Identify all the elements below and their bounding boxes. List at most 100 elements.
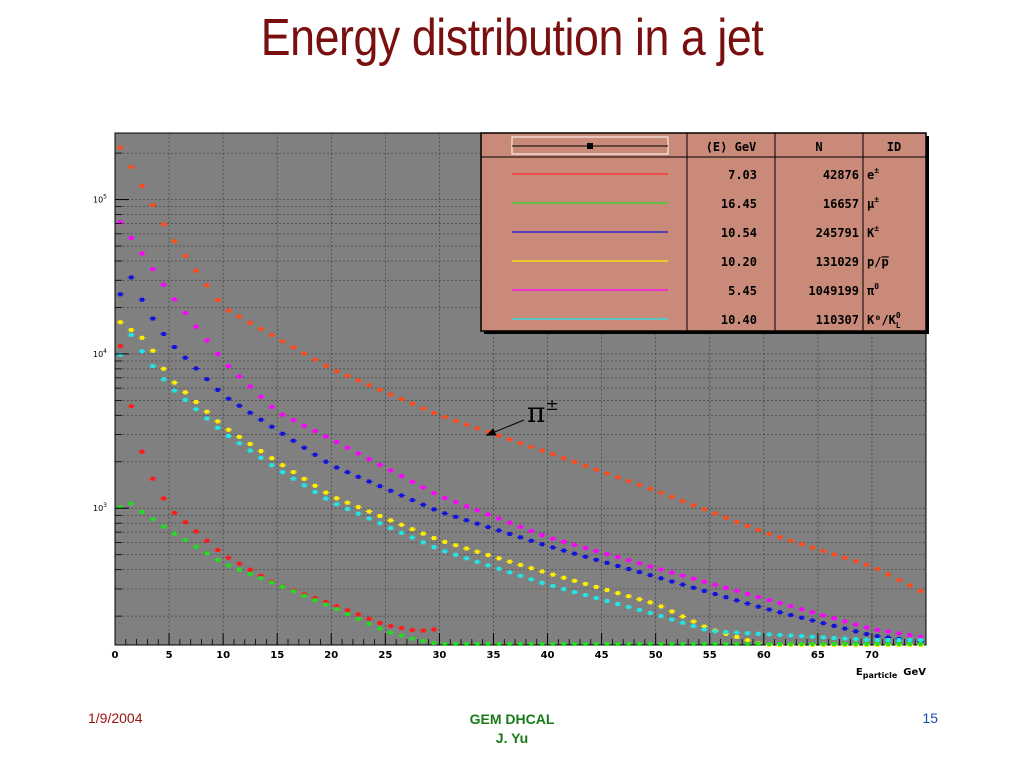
data-point [367, 509, 372, 514]
data-point [410, 479, 415, 484]
data-point [723, 515, 728, 520]
data-point [853, 637, 858, 642]
data-point [886, 641, 891, 646]
data-point [183, 538, 188, 543]
data-point [258, 576, 263, 581]
data-point [561, 548, 566, 553]
data-point [767, 531, 772, 536]
data-point [194, 400, 199, 405]
data-point [345, 470, 350, 475]
data-point [734, 641, 739, 646]
data-point [258, 573, 263, 578]
data-point [161, 282, 166, 287]
data-point [464, 641, 469, 646]
data-point [118, 292, 123, 297]
data-point [778, 610, 783, 615]
data-point [864, 562, 869, 567]
data-point [875, 627, 880, 632]
data-point [496, 566, 501, 571]
data-point [594, 596, 599, 601]
data-point [269, 404, 274, 409]
data-point [291, 470, 296, 475]
data-point [334, 369, 339, 374]
data-point [431, 627, 436, 632]
data-point [496, 528, 501, 533]
legend-mean: 10.40 [721, 313, 757, 327]
data-point [453, 514, 458, 519]
data-point [745, 523, 750, 528]
x-tick-label: 30 [432, 650, 446, 661]
data-point [507, 520, 512, 525]
data-point [323, 363, 328, 368]
data-point [367, 616, 372, 621]
data-point [756, 604, 761, 609]
energy-distribution-chart: 0 5 10 15 20 25 30 35 40 45 50 55 60 65 70 103 104 105 Epa… [93, 132, 929, 680]
data-point [713, 592, 718, 597]
data-point [291, 418, 296, 423]
data-point [496, 433, 501, 438]
x-tick-label: 10 [216, 650, 230, 661]
data-point [778, 641, 783, 646]
data-point [140, 509, 145, 514]
data-point [669, 570, 674, 575]
data-point [767, 607, 772, 612]
data-point [550, 572, 555, 577]
data-point [821, 641, 826, 646]
data-point [258, 394, 263, 399]
data-point [204, 551, 209, 556]
data-point [756, 631, 761, 636]
data-point [291, 476, 296, 481]
data-point [702, 641, 707, 646]
data-point [853, 641, 858, 646]
data-point [864, 625, 869, 630]
data-point [594, 557, 599, 562]
data-point [334, 496, 339, 501]
data-point [334, 502, 339, 507]
data-point [150, 203, 155, 208]
data-point [258, 417, 263, 422]
data-point [161, 222, 166, 227]
data-point [713, 582, 718, 587]
x-tick-label: 55 [703, 650, 717, 661]
data-point [431, 411, 436, 416]
data-point [475, 549, 480, 554]
data-point [475, 559, 480, 564]
x-axis-label: Eparticle GeV [856, 667, 926, 680]
data-point [367, 383, 372, 388]
x-tick-label: 45 [595, 650, 609, 661]
data-point [594, 641, 599, 646]
data-point [680, 499, 685, 504]
data-point [702, 507, 707, 512]
data-point [172, 239, 177, 244]
data-point [561, 456, 566, 461]
data-point [183, 397, 188, 402]
data-point [258, 326, 263, 331]
data-point [886, 638, 891, 643]
data-point [875, 567, 880, 572]
data-point [713, 641, 718, 646]
data-point [442, 539, 447, 544]
data-point [561, 575, 566, 580]
legend-header-cell: ⟨E⟩ GeV [706, 140, 757, 154]
data-point [669, 579, 674, 584]
data-point [410, 535, 415, 540]
data-point [334, 604, 339, 609]
footer-author: J. Yu [495, 730, 529, 746]
data-point [723, 629, 728, 634]
data-point [475, 508, 480, 513]
data-point [269, 580, 274, 585]
data-point [896, 577, 901, 582]
data-point [204, 538, 209, 543]
data-point [399, 397, 404, 402]
data-point [410, 498, 415, 503]
data-point [237, 567, 242, 572]
data-point [248, 320, 253, 325]
data-point [778, 601, 783, 606]
data-point [648, 600, 653, 605]
data-point [323, 490, 328, 495]
x-tick-label: 70 [865, 650, 879, 661]
data-point [399, 522, 404, 527]
data-point [313, 452, 318, 457]
data-point [356, 505, 361, 510]
legend-count: 245791 [816, 226, 859, 240]
